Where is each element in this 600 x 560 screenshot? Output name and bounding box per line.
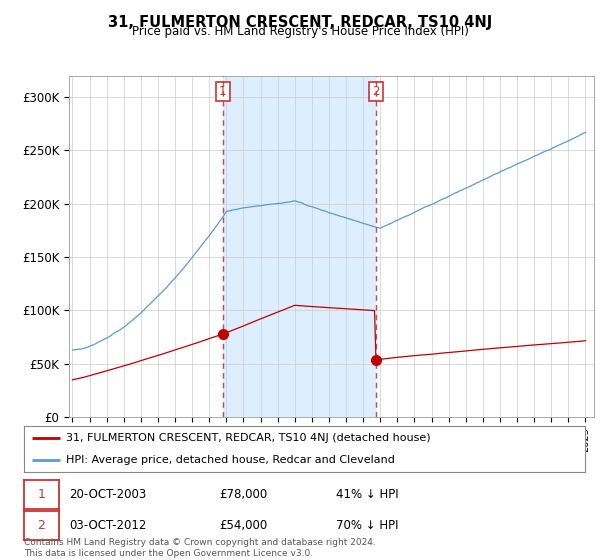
Text: £54,000: £54,000 (219, 519, 267, 532)
Text: 1: 1 (37, 488, 46, 501)
Text: Contains HM Land Registry data © Crown copyright and database right 2024.
This d: Contains HM Land Registry data © Crown c… (24, 538, 376, 558)
Text: £78,000: £78,000 (219, 488, 267, 501)
Text: 03-OCT-2012: 03-OCT-2012 (69, 519, 146, 532)
Text: 20-OCT-2003: 20-OCT-2003 (69, 488, 146, 501)
Text: HPI: Average price, detached house, Redcar and Cleveland: HPI: Average price, detached house, Redc… (66, 455, 395, 465)
Text: 1: 1 (219, 85, 227, 98)
Text: Price paid vs. HM Land Registry's House Price Index (HPI): Price paid vs. HM Land Registry's House … (131, 25, 469, 38)
Text: 31, FULMERTON CRESCENT, REDCAR, TS10 4NJ: 31, FULMERTON CRESCENT, REDCAR, TS10 4NJ (108, 15, 492, 30)
Text: 41% ↓ HPI: 41% ↓ HPI (336, 488, 398, 501)
Bar (223, 76, 376, 417)
Text: 31, FULMERTON CRESCENT, REDCAR, TS10 4NJ (detached house): 31, FULMERTON CRESCENT, REDCAR, TS10 4NJ… (66, 432, 431, 442)
Text: 2: 2 (372, 85, 380, 98)
Text: 70% ↓ HPI: 70% ↓ HPI (336, 519, 398, 532)
Text: 2: 2 (37, 519, 46, 532)
